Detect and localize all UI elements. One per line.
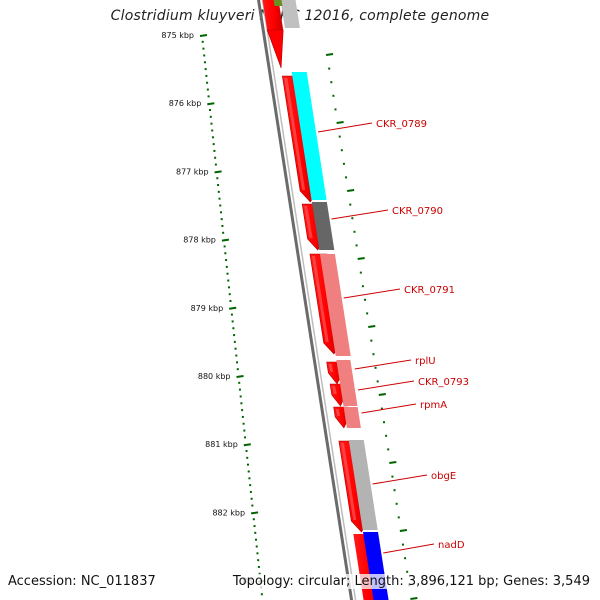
kbp-tick-label: 880 kbp [198, 372, 231, 381]
backbone-shadow-line [261, 0, 357, 600]
genome-summary-text: Topology: circular; Length: 3,896,121 bp… [232, 574, 590, 589]
feature-major-tick [357, 257, 365, 260]
feature-major-tick [410, 597, 418, 600]
kbp-tick-label: 875 kbp [161, 31, 194, 40]
gene-label-rplu: rplU [415, 356, 436, 367]
cds-reverse-arrow-tip [266, 29, 284, 69]
label-leader-line [357, 380, 415, 391]
label-leader-line [354, 359, 412, 370]
accession-text: Accession: NC_011837 [8, 574, 156, 589]
cog-box-rplu [336, 360, 355, 384]
cds-reverse-arrow-highlight [332, 386, 337, 394]
kbp-tick-label: 881 kbp [205, 440, 238, 449]
gene-label-rpma: rpmA [420, 400, 447, 411]
label-leader-line [361, 403, 417, 414]
gene-label-ckr-0791: CKR_0791 [404, 285, 455, 296]
gene-features [262, 0, 389, 600]
gene-label-ckr-0793: CKR_0793 [418, 377, 469, 388]
gene-label-ckr-0790: CKR_0790 [392, 206, 443, 217]
cds-reverse-arrow-highlight [328, 364, 334, 372]
cds-reverse-arrow-highlight [340, 443, 357, 520]
gene-label-obge: obgE [431, 471, 456, 482]
label-leader-line [343, 288, 401, 299]
feature-major-tick [368, 325, 376, 328]
cog-box-olive [273, 0, 283, 6]
genome-title: Clostridium kluyveri NBRC 12016, complet… [110, 8, 490, 24]
label-leader-line [331, 209, 389, 220]
cog-box-grey [280, 0, 300, 28]
gene-label-ckr-0789: CKR_0789 [376, 119, 427, 130]
feature-major-tick [399, 529, 407, 532]
cog-box-ckr-0790 [311, 202, 335, 250]
cds-reverse-partial [262, 0, 284, 30]
gene-labels: CKR_0789 CKR_0790 CKR_0791 rplU CKR_0793 rpmA… [317, 119, 469, 554]
cog-box-obge [348, 440, 378, 530]
label-leader-line [383, 543, 435, 554]
kbp-tick-label: 876 kbp [169, 99, 202, 108]
scale-ruler: 875 kbp 876 kbp 877 kbp 878 kbp 879 kbp 880 k… [161, 31, 418, 600]
feature-major-tick [347, 189, 355, 192]
cds-reverse-arrow-highlight [304, 206, 313, 238]
feature-major-tick [336, 121, 344, 124]
major-tick [229, 306, 237, 310]
feature-major-tick [325, 53, 334, 56]
backbone-line [257, 0, 354, 600]
cog-box-ckr-0793 [340, 384, 358, 406]
gene-label-nadd: nadD [438, 540, 465, 551]
major-tick [236, 375, 244, 378]
label-leader-line [372, 474, 428, 485]
cog-box-ckr-0789 [291, 72, 327, 200]
cds-reverse-arrow-highlight [311, 256, 329, 342]
label-leader-line [317, 122, 373, 133]
kbp-tick-label: 877 kbp [176, 167, 209, 176]
major-tick [243, 443, 251, 447]
cog-box-rpma [343, 407, 361, 428]
cds-reverse-arrow-highlight [284, 78, 306, 190]
major-tick [199, 34, 208, 37]
kbp-tick-label: 878 kbp [183, 236, 216, 245]
major-tick [207, 102, 215, 106]
genome-backbone [257, 0, 357, 600]
kbp-tick-label: 882 kbp [212, 508, 245, 517]
major-tick [214, 170, 222, 174]
feature-major-tick [378, 393, 386, 396]
kbp-tick-label: 879 kbp [191, 304, 224, 313]
cds-reverse-arrow-highlight [335, 409, 341, 416]
major-tick [221, 238, 230, 242]
major-tick [250, 511, 259, 515]
feature-major-tick [389, 461, 397, 464]
cog-box-ckr-0791 [319, 254, 351, 356]
